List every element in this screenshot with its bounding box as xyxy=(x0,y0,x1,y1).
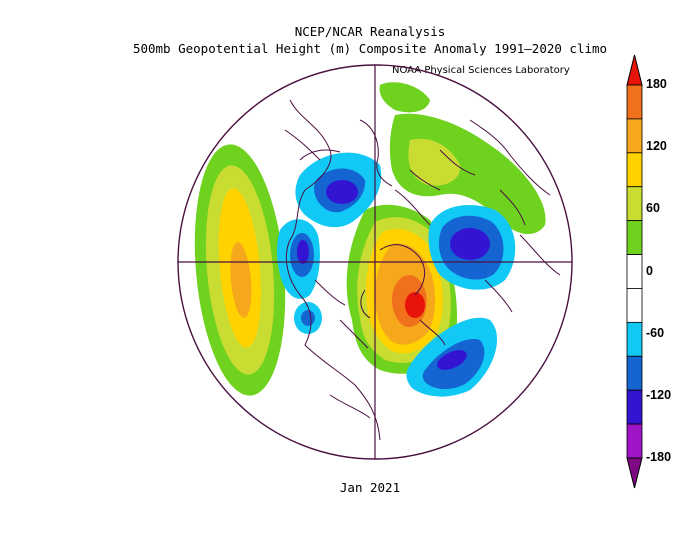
colorbar-tick-label: 60 xyxy=(646,201,660,216)
chart-title: NCEP/NCAR Reanalysis xyxy=(294,24,446,39)
colorbar-swatch xyxy=(626,355,643,391)
credit-label: NOAA Physical Sciences Laboratory xyxy=(392,65,570,76)
anomaly-fields xyxy=(178,65,572,459)
colorbar-swatch xyxy=(626,423,643,459)
pacific-ridge xyxy=(194,144,286,396)
colorbar-swatch xyxy=(626,220,643,255)
colorbar-tick-label: -60 xyxy=(646,325,665,340)
map-boundary xyxy=(177,64,573,460)
colorbar-tick-label: -180 xyxy=(646,450,672,464)
colorbar-swatch xyxy=(626,84,643,120)
period-label: Jan 2021 xyxy=(339,480,401,495)
colorbar-tick-label: 120 xyxy=(646,139,667,154)
eurasia-ridge xyxy=(379,82,546,235)
colorbar-tick-label: 0 xyxy=(646,263,653,278)
colorbar-swatch xyxy=(626,389,643,425)
siberia-trough xyxy=(428,205,516,290)
colorbar-swatch xyxy=(626,254,643,289)
colorbar xyxy=(626,54,643,489)
colorbar-top-arrow xyxy=(626,54,643,86)
colorbar-swatch xyxy=(626,288,643,323)
colorbar-swatch xyxy=(626,152,643,188)
colorbar-bottom-arrow xyxy=(626,457,643,489)
chart-subtitle: 500mb Geopotential Height (m) Composite … xyxy=(132,41,608,56)
coastlines xyxy=(284,99,561,441)
colorbar-tick-label: -120 xyxy=(646,387,672,402)
graticule xyxy=(178,65,572,459)
colorbar-tick-label: 180 xyxy=(646,77,667,91)
colorbar-swatch xyxy=(626,321,643,357)
colorbar-swatch xyxy=(626,186,643,222)
colorbar-swatch xyxy=(626,118,643,154)
atlantic-trough xyxy=(406,317,498,397)
